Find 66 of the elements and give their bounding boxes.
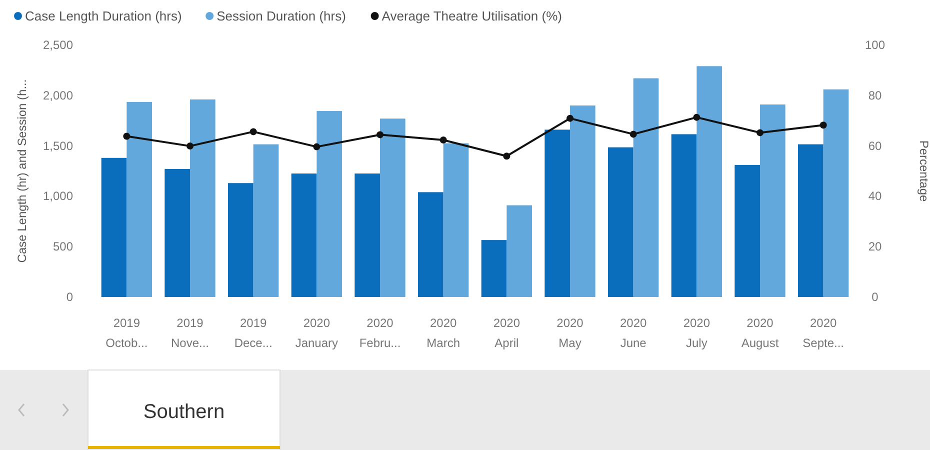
x-tick-label: 2019 Nove... xyxy=(170,316,210,350)
x-tick-label: 2020 August xyxy=(741,316,780,350)
bar xyxy=(608,147,634,297)
y-axis-title: Case Length (hr) and Session (h... xyxy=(15,79,29,263)
point xyxy=(503,152,510,160)
point xyxy=(630,130,637,138)
y2-tick-label: 60 xyxy=(868,138,882,153)
bar xyxy=(253,144,279,297)
bar xyxy=(164,168,190,297)
bar xyxy=(190,99,216,297)
point xyxy=(313,143,320,150)
point xyxy=(376,131,384,138)
bar xyxy=(380,118,406,297)
bar xyxy=(354,174,380,297)
bar xyxy=(481,240,507,297)
y-tick-label: 1,500 xyxy=(42,138,74,153)
y2-tick-label: 100 xyxy=(864,38,886,52)
bar xyxy=(696,66,722,297)
point xyxy=(440,136,447,144)
point xyxy=(693,114,700,121)
point xyxy=(566,114,574,122)
y2-tick-label: 0 xyxy=(872,290,879,304)
x-tick-label: 2019 Dece... xyxy=(234,316,272,350)
y2-tick-label: 40 xyxy=(868,189,882,204)
point xyxy=(820,122,827,129)
bar xyxy=(101,158,127,297)
bar xyxy=(126,102,152,297)
y-tick-label: 1,000 xyxy=(42,189,74,204)
y-tick-label: 500 xyxy=(52,240,74,254)
y2-tick-label: 80 xyxy=(868,88,882,102)
bar xyxy=(506,205,532,297)
point xyxy=(250,128,257,136)
y-tick-label: 2,000 xyxy=(42,88,74,102)
y2-tick-label: 20 xyxy=(868,240,882,254)
point xyxy=(186,142,194,150)
point xyxy=(123,132,130,140)
x-tick-label: 2020 July xyxy=(683,316,710,350)
bar xyxy=(418,192,444,297)
x-tick-label: 2020 March xyxy=(426,316,460,350)
bar xyxy=(443,143,469,297)
bar xyxy=(544,130,570,297)
x-tick-label: 2020 April xyxy=(493,316,520,350)
bar xyxy=(228,183,254,297)
bar xyxy=(570,105,596,297)
bar xyxy=(633,78,659,297)
x-tick-label: 2019 Octob... xyxy=(106,316,148,350)
legend-label: Case Length Duration (hrs) xyxy=(25,8,182,24)
bar xyxy=(291,174,317,297)
bar xyxy=(671,134,697,297)
y-tick-label: 2,500 xyxy=(42,38,74,52)
point xyxy=(756,129,764,136)
bar xyxy=(798,144,824,297)
legend-label: Average Theatre Utilisation (%) xyxy=(382,8,562,24)
bar xyxy=(316,111,342,297)
legend-label: Session Duration (hrs) xyxy=(216,8,346,24)
y-tick-label: 0 xyxy=(66,290,74,304)
x-tick-label: 2020 January xyxy=(295,316,338,350)
x-tick-label: 2020 Septe... xyxy=(802,316,844,350)
bar xyxy=(760,104,786,297)
x-tick-label: 2020 June xyxy=(620,316,648,350)
bar xyxy=(823,89,849,297)
y2-axis-title: Percentage xyxy=(917,140,930,202)
bar xyxy=(734,164,760,297)
x-tick-label: 2020 Febru... xyxy=(359,316,401,350)
x-tick-label: 2020 May xyxy=(556,316,584,350)
text: Southern xyxy=(143,401,225,423)
